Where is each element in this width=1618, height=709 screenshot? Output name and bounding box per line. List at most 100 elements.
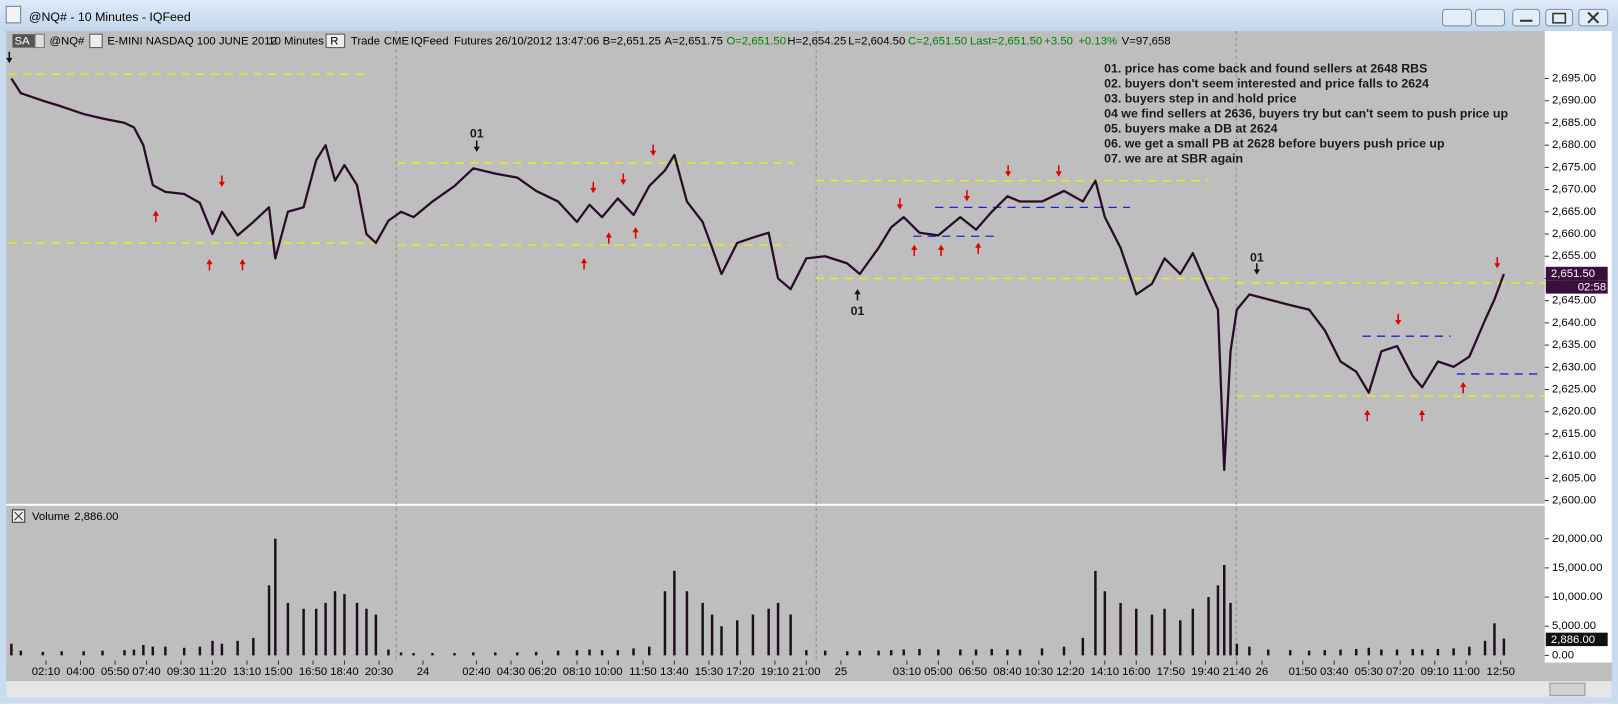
window-title: @NQ# - 10 Minutes - IQFeed <box>29 10 191 24</box>
arrow-head <box>650 150 657 156</box>
toolbar-item: O=2,651.50 <box>726 35 786 47</box>
dropdown[interactable] <box>34 33 45 49</box>
arrow-head <box>1055 171 1062 177</box>
volume-bar <box>1323 650 1327 656</box>
nav-button[interactable] <box>1475 8 1506 27</box>
volume-bar <box>663 591 667 656</box>
last-price-tag <box>1545 266 1608 281</box>
volume-bar <box>142 644 145 656</box>
x-tick-label: 25 <box>835 666 848 678</box>
marker-label: 01 <box>851 304 865 318</box>
y-tick-label: 2,620.00 <box>1552 406 1596 418</box>
price-line <box>10 77 1505 472</box>
x-tick-label: 07:20 <box>1386 666 1414 678</box>
x-tick-label: 21:00 <box>792 666 820 678</box>
x-tick-label: 05:50 <box>101 666 129 678</box>
volume-bar <box>1266 649 1270 656</box>
volume-bar <box>789 614 792 656</box>
volume-bar <box>1103 591 1107 656</box>
arrow-head <box>963 196 970 202</box>
arrow-head <box>854 289 861 295</box>
x-tick-label: 03:40 <box>1320 666 1348 678</box>
volume-bar <box>1411 648 1415 656</box>
x-tick-label: 14:10 <box>1091 666 1119 678</box>
arrow-head <box>473 146 480 152</box>
volume-bar <box>877 650 880 656</box>
arrow-head <box>1364 409 1371 415</box>
toolbar-item: L=2,604.50 <box>848 35 905 47</box>
volume-tag-label: 2,886.00 <box>1551 634 1595 646</box>
x-tick-label: 08:40 <box>993 666 1021 678</box>
volume-bar <box>10 643 13 656</box>
volume-bar <box>959 649 962 656</box>
sa-button[interactable] <box>12 34 36 48</box>
toolbar-item: V=97,658 <box>1122 35 1171 47</box>
toolbar-item: B=2,651.25 <box>603 35 661 47</box>
y-tick-label: 15,000.00 <box>1552 562 1602 574</box>
x-tick-label: 19:40 <box>1191 666 1219 678</box>
volume-bar <box>274 538 277 656</box>
x-tick-label: 04:30 <box>497 666 525 678</box>
volume-bar <box>236 640 239 656</box>
volume-bar <box>343 594 346 656</box>
scroll-thumb[interactable] <box>1549 682 1586 697</box>
y-tick-label: 2,695.00 <box>1552 73 1596 85</box>
y-tick-label: 2,625.00 <box>1552 384 1596 396</box>
volume-bar <box>211 640 214 656</box>
volume-bar <box>735 620 739 656</box>
r-button[interactable] <box>325 33 346 49</box>
arrow-head <box>590 187 597 194</box>
volume-bar <box>41 651 45 656</box>
volume-bar <box>1207 597 1210 656</box>
volume-bar <box>1354 648 1358 656</box>
x-tick-label: 20:30 <box>365 666 393 678</box>
x-tick-label: 04:00 <box>66 666 94 678</box>
arrow-head <box>937 244 945 250</box>
scrollbar[interactable] <box>6 681 1612 698</box>
x-tick-label: 06:50 <box>959 666 987 678</box>
volume-bar <box>399 652 403 656</box>
volume-bar <box>472 652 475 656</box>
x-tick-label: 19:10 <box>761 666 789 678</box>
x-tick-label: 03:10 <box>893 666 921 678</box>
toolbar-item: @NQ# <box>50 35 86 47</box>
x-tick-label: 12:50 <box>1487 666 1515 678</box>
app-icon <box>5 5 22 24</box>
marker-label: 01 <box>470 127 484 141</box>
volume-bar <box>286 602 290 656</box>
arrow-head <box>620 179 627 185</box>
volume-bar <box>673 570 676 656</box>
symbol-icon[interactable] <box>89 33 103 49</box>
volume-bar <box>710 614 714 656</box>
volume-bar <box>1191 608 1195 656</box>
session-separators <box>395 31 1237 663</box>
volume-bar <box>355 602 359 656</box>
toolbar-item: C=2,651.50 <box>908 35 967 47</box>
volume-bar <box>575 650 579 656</box>
volume-bar <box>374 614 378 656</box>
x-tick-label: 11:20 <box>199 666 227 678</box>
volume-bar <box>1452 648 1455 656</box>
volume-bar <box>1135 608 1138 656</box>
y-tick-label: 2,690.00 <box>1552 95 1596 107</box>
volume-bar <box>387 649 390 656</box>
x-tick-label: 07:40 <box>132 666 160 678</box>
volume-bar <box>767 608 770 656</box>
last-price-label: 2,651.50 <box>1551 268 1595 280</box>
volume-bar <box>937 649 940 656</box>
chart-area <box>6 31 1612 698</box>
minimize-button[interactable] <box>1512 8 1541 27</box>
arrow-head <box>6 57 13 64</box>
x-tick-label: 10:00 <box>594 666 622 678</box>
nav-button[interactable] <box>1442 8 1472 27</box>
x-tick-label: 08:10 <box>563 666 591 678</box>
window-buttons[interactable] <box>1442 8 1609 27</box>
y-tick-label: 10,000.00 <box>1552 591 1602 603</box>
x-tick-label: 16:00 <box>1122 666 1150 678</box>
volume-bar <box>902 649 905 656</box>
volume-bar <box>198 646 202 656</box>
x-tick-label: 02:40 <box>462 666 490 678</box>
y-tick-label: 2,635.00 <box>1552 339 1596 351</box>
arrow-head <box>975 242 982 248</box>
